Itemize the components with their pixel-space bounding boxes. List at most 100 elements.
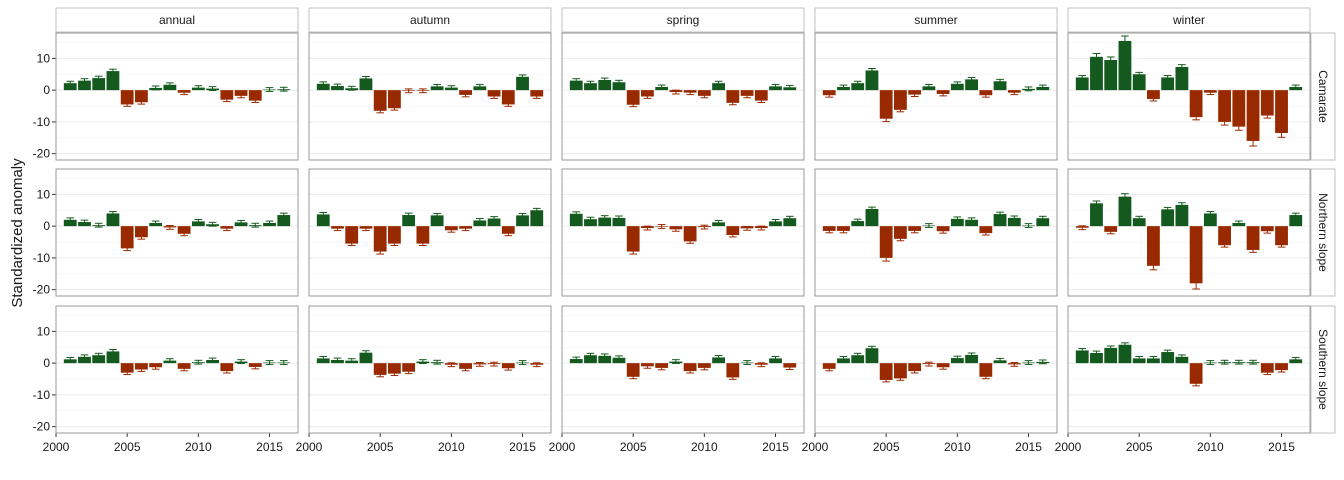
error-bar-2013 bbox=[1249, 135, 1257, 147]
x-tick-label: 2010 bbox=[185, 440, 212, 454]
bar-2003 bbox=[851, 83, 865, 91]
bar-2013 bbox=[1246, 90, 1260, 141]
y-tick-label: 10 bbox=[37, 187, 51, 201]
y-tick-label: 0 bbox=[43, 356, 50, 370]
column-strip-label: summer bbox=[914, 13, 957, 27]
error-bar-2003 bbox=[1106, 229, 1115, 235]
error-bar-2014 bbox=[504, 231, 513, 237]
error-bar-2007 bbox=[151, 85, 160, 91]
bar-2003 bbox=[851, 355, 865, 364]
error-bar-2004 bbox=[1121, 35, 1129, 47]
error-bar-2014 bbox=[1263, 112, 1272, 119]
error-bar-2006 bbox=[643, 94, 652, 99]
error-bar-2012 bbox=[981, 230, 990, 236]
error-bar-2010 bbox=[700, 224, 709, 230]
error-bar-2013 bbox=[1249, 247, 1257, 253]
bar-2008 bbox=[416, 226, 430, 244]
error-bar-2006 bbox=[137, 234, 146, 240]
error-bar-2014 bbox=[504, 102, 513, 107]
panel-southern-slope-summer bbox=[814, 305, 1058, 434]
error-bar-2014 bbox=[1263, 370, 1272, 376]
bar-2001 bbox=[63, 219, 77, 227]
error-bar-2013 bbox=[996, 357, 1004, 363]
y-tick-label: 10 bbox=[37, 51, 51, 65]
error-bar-2001 bbox=[572, 78, 581, 84]
bar-2008 bbox=[1175, 356, 1189, 364]
error-bar-2012 bbox=[222, 368, 231, 374]
error-bar-2012 bbox=[1234, 122, 1243, 131]
bar-2009 bbox=[683, 226, 697, 242]
error-bar-2007 bbox=[657, 224, 666, 229]
error-bar-2010 bbox=[447, 362, 456, 368]
error-bar-2001 bbox=[1078, 225, 1087, 231]
bar-2001 bbox=[822, 363, 836, 369]
error-bar-2015 bbox=[771, 218, 780, 224]
error-bar-2011 bbox=[208, 357, 217, 363]
error-bar-2016 bbox=[532, 207, 541, 213]
error-bar-2008 bbox=[419, 241, 427, 247]
error-bar-2016 bbox=[785, 365, 794, 370]
panel-border bbox=[308, 305, 552, 434]
bar-2016 bbox=[783, 218, 797, 227]
error-bar-2005 bbox=[376, 248, 385, 255]
error-bar-2010 bbox=[1206, 211, 1215, 216]
error-bar-2009 bbox=[939, 228, 947, 234]
bar-2015 bbox=[1275, 90, 1288, 134]
error-bar-2001 bbox=[319, 211, 328, 217]
bar-2012 bbox=[726, 363, 740, 378]
error-bar-2010 bbox=[447, 85, 456, 91]
error-bar-2004 bbox=[362, 350, 370, 356]
error-bar-2004 bbox=[1121, 342, 1129, 348]
panel-background bbox=[562, 169, 804, 296]
bar-2007 bbox=[908, 363, 922, 372]
panel-border bbox=[814, 32, 1058, 161]
error-bar-2003 bbox=[347, 85, 356, 91]
error-bar-2002 bbox=[1092, 350, 1101, 356]
error-bar-2001 bbox=[825, 366, 834, 372]
panel-background bbox=[815, 33, 1057, 160]
panel-border bbox=[814, 168, 1058, 297]
bar-2001 bbox=[569, 213, 583, 227]
error-bar-2015 bbox=[265, 220, 274, 226]
error-bar-2003 bbox=[853, 352, 862, 358]
error-bar-2008 bbox=[925, 223, 933, 228]
bar-2013 bbox=[993, 81, 1007, 91]
error-bar-2015 bbox=[518, 360, 527, 365]
error-bar-2016 bbox=[1291, 212, 1300, 218]
bar-2011 bbox=[965, 219, 978, 227]
panel-camarate-winter bbox=[1067, 32, 1311, 161]
error-bar-2007 bbox=[404, 88, 413, 94]
error-bar-2015 bbox=[771, 83, 780, 89]
column-strip-box bbox=[308, 7, 552, 33]
bar-2003 bbox=[345, 226, 359, 244]
bar-2006 bbox=[894, 226, 907, 239]
error-bar-2008 bbox=[1178, 354, 1186, 360]
bar-2016 bbox=[277, 215, 291, 227]
bar-2012 bbox=[726, 226, 740, 236]
panel-border bbox=[308, 168, 552, 297]
error-bar-2009 bbox=[686, 90, 694, 96]
y-tick-label: -10 bbox=[33, 115, 51, 129]
bar-2010 bbox=[950, 83, 964, 91]
error-bar-2008 bbox=[1178, 64, 1186, 70]
panel-southern-slope-autumn bbox=[308, 305, 552, 434]
bar-2004 bbox=[612, 357, 626, 364]
error-bar-2013 bbox=[490, 361, 498, 367]
error-bar-2002 bbox=[80, 354, 89, 360]
column-strip-box bbox=[1067, 7, 1311, 33]
error-bar-2004 bbox=[868, 67, 876, 73]
bar-2013 bbox=[1246, 226, 1260, 250]
bar-2012 bbox=[220, 363, 234, 372]
panel-background bbox=[309, 306, 551, 433]
bar-2009 bbox=[1189, 226, 1203, 284]
row-strip-box bbox=[1310, 305, 1336, 434]
column-strip-annual: annual bbox=[55, 7, 299, 33]
error-bar-2005 bbox=[1135, 355, 1144, 361]
error-bar-2011 bbox=[461, 226, 470, 232]
error-bar-2011 bbox=[714, 80, 723, 86]
error-bar-2004 bbox=[868, 345, 876, 351]
error-bar-2012 bbox=[475, 83, 484, 89]
column-strip-winter: winter bbox=[1067, 7, 1311, 33]
error-bar-2015 bbox=[518, 212, 527, 218]
error-bar-2003 bbox=[94, 222, 103, 228]
